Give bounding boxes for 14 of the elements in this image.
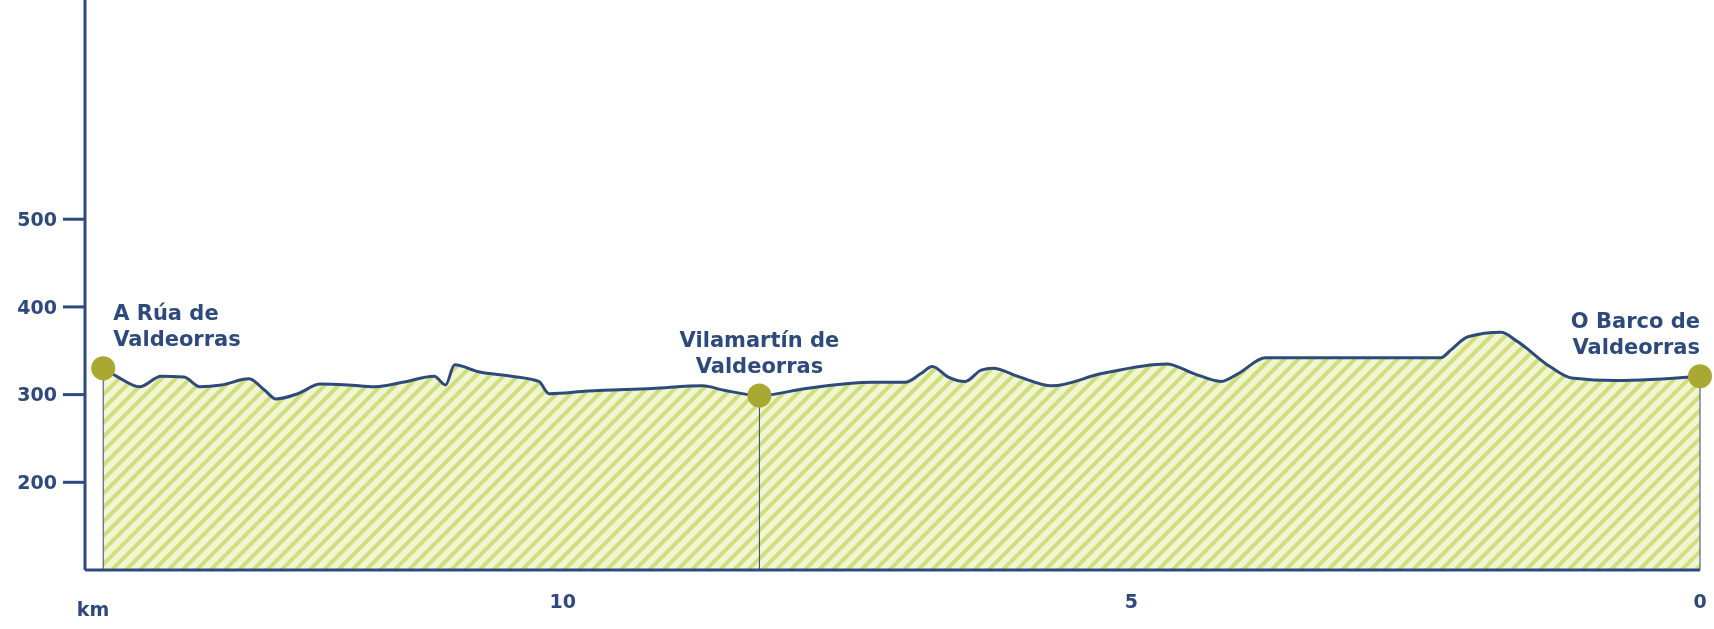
y-tick-label: 300: [17, 383, 57, 406]
x-tick-label: 0: [1693, 590, 1707, 612]
y-tick-label: 400: [17, 295, 57, 318]
point: [91, 356, 116, 381]
annotation: A Rúa de Valdeorras: [113, 301, 241, 352]
point: [747, 383, 772, 408]
y-tick-label: 200: [17, 470, 57, 493]
annotation: O Barco de Valdeorras: [1570, 309, 1700, 360]
x-tick-label: 5: [1124, 590, 1138, 612]
point: [1688, 364, 1712, 389]
x-tick-label: 10: [549, 590, 576, 612]
x-axis-title: km: [76, 598, 110, 620]
annotation: Vilamartín de Valdeorras: [679, 328, 840, 379]
y-tick-label: 500: [17, 207, 57, 230]
